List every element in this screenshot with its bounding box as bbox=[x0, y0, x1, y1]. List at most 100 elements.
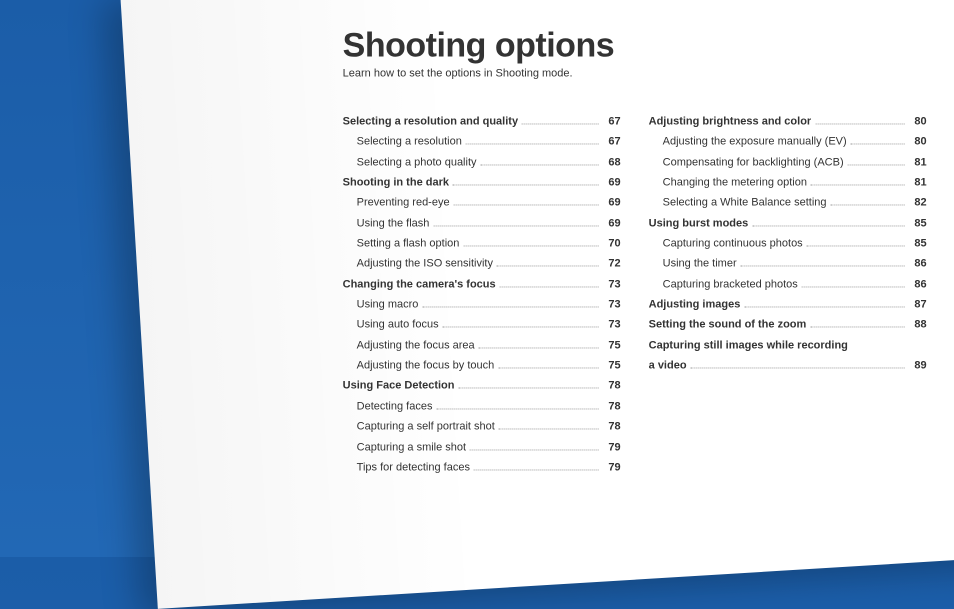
toc-page-number: 69 bbox=[603, 193, 621, 213]
toc-subitem: Using auto focus73 bbox=[343, 315, 621, 335]
toc-subitem: Adjusting the ISO sensitivity 72 bbox=[343, 254, 621, 274]
toc-leader-dots bbox=[474, 469, 599, 470]
toc-leader-dots bbox=[522, 123, 599, 124]
toc-subitem: Setting a flash option 70 bbox=[343, 234, 621, 254]
toc-leader-dots bbox=[498, 368, 598, 369]
page-content: Shooting options Learn how to set the op… bbox=[343, 26, 954, 477]
toc-label: Selecting a resolution bbox=[343, 132, 462, 152]
toc-label: Using macro bbox=[343, 295, 419, 315]
toc-subitem: Using the flash69 bbox=[343, 213, 621, 233]
toc-page-number: 67 bbox=[603, 111, 621, 131]
toc-page-number: 82 bbox=[909, 193, 927, 213]
toc-page-number: 79 bbox=[603, 437, 621, 457]
toc-label: Adjusting the focus by touch bbox=[343, 356, 495, 376]
toc-page-number: 88 bbox=[909, 315, 927, 335]
toc-page-number: 86 bbox=[909, 274, 927, 294]
toc-page-number: 70 bbox=[603, 234, 621, 254]
toc-subitem: Adjusting the focus area 75 bbox=[343, 335, 621, 355]
toc-section: Adjusting images 87 bbox=[649, 295, 927, 315]
toc-label: Adjusting the ISO sensitivity bbox=[343, 254, 493, 274]
toc-section: a video 89 bbox=[649, 356, 927, 376]
toc-page-number: 78 bbox=[603, 417, 621, 437]
toc-leader-dots bbox=[848, 164, 905, 165]
toc-page-number: 85 bbox=[909, 213, 927, 233]
toc-label: Tips for detecting faces bbox=[343, 457, 470, 477]
toc-columns: Selecting a resolution and quality67Sele… bbox=[343, 111, 954, 477]
toc-page-number: 80 bbox=[909, 132, 927, 152]
toc-leader-dots bbox=[481, 164, 599, 165]
toc-subitem: Selecting a photo quality 68 bbox=[343, 152, 621, 172]
toc-leader-dots bbox=[752, 225, 904, 226]
toc-page-number: 79 bbox=[603, 457, 621, 477]
toc-leader-dots bbox=[691, 368, 905, 369]
toc-subitem: Compensating for backlighting (ACB) 81 bbox=[649, 152, 927, 172]
toc-page-number: 67 bbox=[603, 132, 621, 152]
toc-page-number: 73 bbox=[603, 295, 621, 315]
toc-leader-dots bbox=[741, 266, 905, 267]
toc-leader-dots bbox=[463, 246, 598, 247]
toc-page-number: 69 bbox=[603, 213, 621, 233]
toc-page-number: 81 bbox=[909, 152, 927, 172]
toc-leader-dots bbox=[497, 266, 599, 267]
toc-label: Using Face Detection bbox=[343, 376, 455, 396]
toc-page-number: 78 bbox=[603, 396, 621, 416]
toc-label: Selecting a resolution and quality bbox=[343, 111, 518, 131]
toc-subitem: Adjusting the focus by touch 75 bbox=[343, 356, 621, 376]
toc-label: Detecting faces bbox=[343, 396, 433, 416]
toc-section: Using burst modes 85 bbox=[649, 213, 927, 233]
toc-subitem: Preventing red-eye 69 bbox=[343, 193, 621, 213]
toc-label: Compensating for backlighting (ACB) bbox=[649, 152, 844, 172]
toc-leader-dots bbox=[433, 225, 598, 226]
toc-section: Using Face Detection 78 bbox=[343, 376, 621, 396]
toc-page-number: 73 bbox=[603, 274, 621, 294]
toc-label: Using auto focus bbox=[343, 315, 439, 335]
toc-page-number: 72 bbox=[603, 254, 621, 274]
toc-label: Adjusting images bbox=[649, 295, 741, 315]
toc-subitem: Selecting a White Balance setting 82 bbox=[649, 193, 927, 213]
toc-page-number: 68 bbox=[603, 152, 621, 172]
toc-section: Selecting a resolution and quality 67 bbox=[343, 111, 621, 131]
toc-label: Shooting in the dark bbox=[343, 173, 449, 193]
toc-label: Selecting a White Balance setting bbox=[649, 193, 827, 213]
toc-page-number: 89 bbox=[909, 356, 927, 376]
toc-column-left: Selecting a resolution and quality67Sele… bbox=[343, 111, 621, 477]
toc-label: Adjusting the focus area bbox=[343, 335, 475, 355]
toc-label: a video bbox=[649, 356, 687, 376]
toc-label: Preventing red-eye bbox=[343, 193, 450, 213]
toc-label: Capturing a self portrait shot bbox=[343, 417, 495, 437]
toc-label: Selecting a photo quality bbox=[343, 152, 477, 172]
toc-leader-dots bbox=[851, 144, 905, 145]
toc-subitem: Capturing a smile shot 79 bbox=[343, 437, 621, 457]
toc-leader-dots bbox=[499, 429, 599, 430]
toc-leader-dots bbox=[454, 205, 599, 206]
toc-leader-dots bbox=[807, 246, 905, 247]
toc-leader-dots bbox=[831, 205, 905, 206]
toc-leader-dots bbox=[466, 144, 599, 145]
toc-label: Adjusting the exposure manually (EV) bbox=[649, 132, 847, 152]
toc-subitem: Capturing a self portrait shot 78 bbox=[343, 417, 621, 437]
toc-page-number: 87 bbox=[909, 295, 927, 315]
toc-label: Changing the metering option bbox=[649, 173, 807, 193]
toc-leader-dots bbox=[470, 449, 599, 450]
toc-section: Changing the camera's focus73 bbox=[343, 274, 621, 294]
toc-leader-dots bbox=[479, 347, 599, 348]
toc-label: Adjusting brightness and color bbox=[649, 111, 812, 131]
toc-leader-dots bbox=[811, 185, 905, 186]
toc-page-number: 78 bbox=[603, 376, 621, 396]
toc-label: Capturing bracketed photos bbox=[649, 274, 798, 294]
toc-page-number: 75 bbox=[603, 335, 621, 355]
toc-leader-dots bbox=[744, 307, 904, 308]
toc-page-number: 86 bbox=[909, 254, 927, 274]
toc-page-number: 75 bbox=[603, 356, 621, 376]
toc-page-number: 81 bbox=[909, 173, 927, 193]
toc-label: Capturing continuous photos bbox=[649, 234, 803, 254]
toc-label: Using burst modes bbox=[649, 213, 749, 233]
toc-leader-dots bbox=[422, 307, 598, 308]
toc-leader-dots bbox=[443, 327, 599, 328]
toc-subitem: Adjusting the exposure manually (EV) 80 bbox=[649, 132, 927, 152]
toc-label: Capturing a smile shot bbox=[343, 437, 466, 457]
toc-label: Capturing still images while recording bbox=[649, 335, 848, 355]
toc-leader-dots bbox=[436, 408, 598, 409]
page-subtitle: Learn how to set the options in Shooting… bbox=[343, 67, 954, 79]
toc-label: Setting a flash option bbox=[343, 234, 460, 254]
